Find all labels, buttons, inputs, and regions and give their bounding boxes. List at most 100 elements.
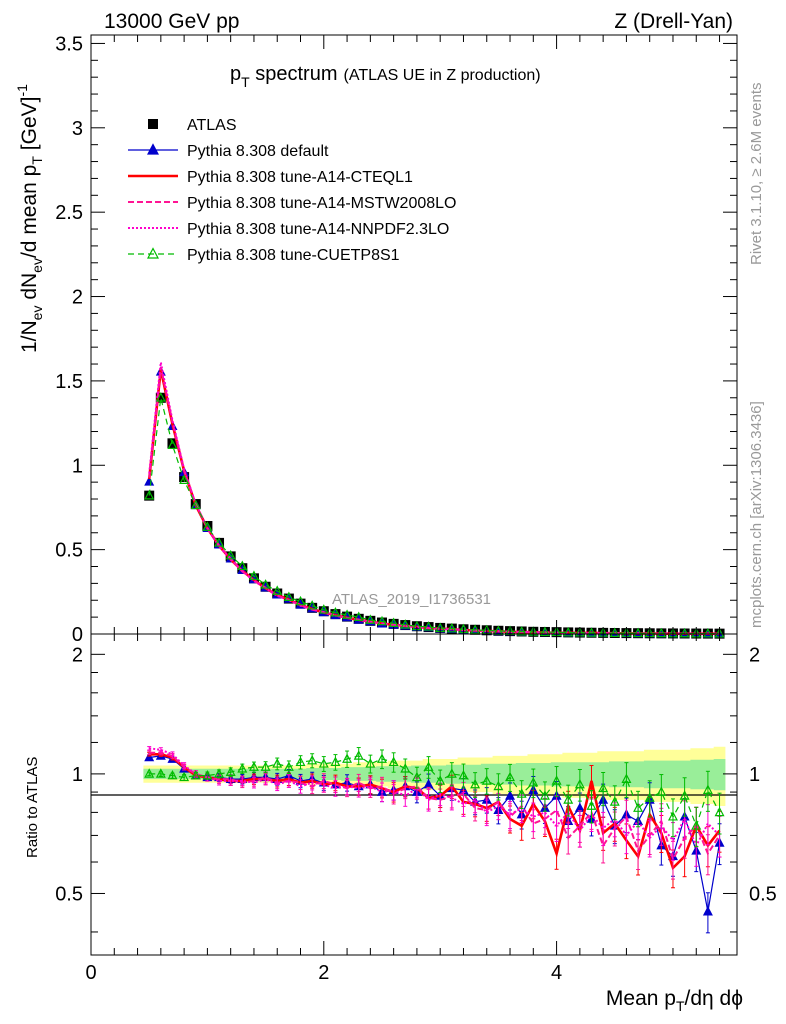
ratio-point-cuetp8s1 [283,761,294,771]
ratio-point-cuetp8s1 [318,758,329,768]
y-tick-label: 1.5 [55,371,83,393]
main-point-cuetp8s1 [237,560,248,571]
main-point-cuetp8s1 [155,392,166,402]
ratio-point-cuetp8s1 [260,761,271,771]
y-tick-label: 3.5 [55,33,83,55]
ratio-point-cuetp8s1 [214,768,225,778]
ratio-point-cuetp8s1 [656,786,667,796]
ratio-point-cuetp8s1 [539,790,550,800]
main-point-cuetp8s1 [365,614,376,624]
ratio-point-cuetp8s1 [330,756,341,767]
main-point-cuetp8s1 [633,627,644,638]
ratio-point-cuetp8s1 [237,763,248,773]
ratio-point-cuetp8s1 [644,792,655,802]
ratio-point-cuetp8s1 [633,802,644,812]
ratio-point-cuetp8s1 [679,790,690,800]
ratio-point-cuetp8s1 [342,753,353,763]
ratio-point-default [505,790,516,800]
ratio-point-default [574,802,585,812]
ratio-point-cuetp8s1 [481,775,492,785]
legend-label: Pythia 8.308 tune-A14-NNPDF2.3LO [187,221,449,238]
main-point-cuetp8s1 [283,591,294,601]
ratio-point-cuetp8s1 [598,782,609,793]
x-axis-label: Mean pT/dη dϕ [606,987,743,1014]
ratio-tick-label: 1 [72,764,83,786]
main-point-cuetp8s1 [260,579,271,589]
ratio-point-cuetp8s1 [423,761,434,771]
ratio-point-cuetp8s1 [155,768,166,778]
atlas-point [144,490,155,501]
main-point-cuetp8s1 [214,537,225,547]
watermark: ATLAS_2019_I1736531 [332,591,491,608]
ratio-point-cuetp8s1 [458,769,469,780]
main-point-cuetp8s1 [179,474,190,485]
legend-marker-default [147,143,159,155]
main-point-cuetp8s1 [516,626,527,636]
main-point-cuetp8s1 [702,627,713,638]
main-panel: 0 0.5 1 1.5 2 2.5 3 3.5 ATLAS_2019_I1736531 pT … [14,33,738,646]
main-point-cuetp8s1 [376,615,387,626]
ratio-point-cuetp8s1 [621,773,632,783]
main-point-cuetp8s1 [539,626,550,637]
y-tick-label: 1 [72,455,83,477]
legend-label: Pythia 8.308 tune-A14-CTEQL1 [187,169,413,186]
ratio-tick-label: 0.5 [55,883,83,905]
main-point-cuetp8s1 [190,499,201,510]
ratio-point-cuetp8s1 [563,794,574,804]
main-point-cuetp8s1 [586,627,597,637]
legend-label: Pythia 8.308 default [187,143,329,160]
ratio-point-cuetp8s1 [528,777,539,787]
main-point-cuetp8s1 [609,627,620,637]
main-point-cuetp8s1 [446,622,457,633]
chart-title: pT spectrum (ATLAS UE in Z production) [230,63,541,90]
ratio-point-cuetp8s1 [248,761,259,771]
ratio-point-cuetp8s1 [202,769,213,780]
ratio-point-default [144,751,155,762]
ratio-point-cuetp8s1 [702,784,713,794]
rivet-label: Rivet 3.1.10, ≥ 2.6M events [748,83,765,266]
header-right: Z (Drell-Yan) [614,10,733,33]
ratio-point-cuetp8s1 [516,788,527,798]
ratio-axis-label: Ratio to ATLAS [24,757,41,858]
atlas-point [155,392,166,403]
legend-marker-cuetp8s1 [147,247,159,259]
main-point-cuetp8s1 [470,624,481,634]
ratio-point-cuetp8s1 [167,769,178,780]
header-left: 13000 GeV pp [104,10,239,33]
mcplots-label: mcplots.cern.ch [arXiv:1306.3436] [748,401,765,628]
ratio-point-cuetp8s1 [388,756,399,767]
ratio-point-cuetp8s1 [586,800,597,810]
ratio-point-cuetp8s1 [190,769,201,780]
ratio-tick-label-right: 2 [749,644,760,666]
ratio-point-cuetp8s1 [435,775,446,785]
ratio-line-mstw [149,751,721,862]
ratio-point-cuetp8s1 [714,806,725,817]
main-point-cuetp8s1 [248,570,259,580]
ratio-point-cuetp8s1 [295,756,306,767]
main-point-cuetp8s1 [400,619,411,629]
ratio-line-nnpdf [149,747,721,848]
y-tick-label: 2 [72,287,83,309]
x-tick-label: 4 [551,962,562,984]
y-tick-label: 0 [72,624,83,646]
main-point-cuetp8s1 [225,549,236,560]
ratio-point-default [702,905,713,916]
main-point-cuetp8s1 [330,607,341,617]
main-line-nnpdf [148,362,720,635]
main-point-cuetp8s1 [307,600,318,610]
ratio-point-cuetp8s1 [411,771,422,782]
legend-label: Pythia 8.308 tune-CUETP8S1 [187,247,400,264]
main-point-cuetp8s1 [656,627,667,638]
ratio-frame [90,633,738,956]
ratio-point-cuetp8s1 [225,766,236,776]
ratio-point-cuetp8s1 [609,796,620,806]
ratio-point-cuetp8s1 [400,763,411,773]
main-point-cuetp8s1 [388,617,399,627]
y-tick-label: 2.5 [55,202,83,224]
main-point-cuetp8s1 [353,611,364,621]
ratio-tick-label: 2 [72,644,83,666]
main-point-cuetp8s1 [342,609,353,619]
ratio-point-cuetp8s1 [505,771,516,782]
legend-marker-atlas [148,119,158,129]
